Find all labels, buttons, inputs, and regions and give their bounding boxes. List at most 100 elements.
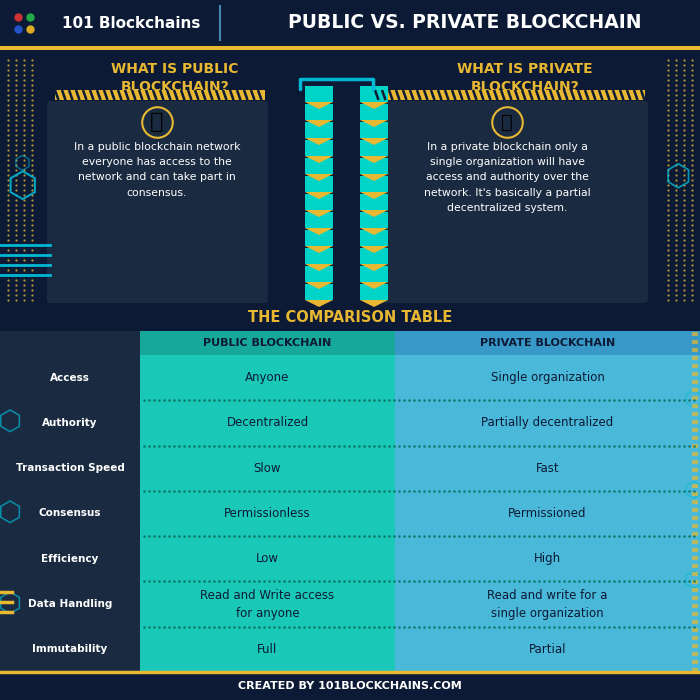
Bar	[55, 90, 265, 100]
Bar	[140, 536, 395, 582]
Bar	[692, 380, 698, 384]
Polygon shape	[360, 300, 388, 307]
Bar	[0, 305, 700, 331]
Bar	[692, 356, 698, 360]
Polygon shape	[360, 264, 388, 271]
Text: Single organization: Single organization	[491, 371, 604, 384]
Text: PRIVATE BLOCKCHAIN: PRIVATE BLOCKCHAIN	[480, 338, 615, 348]
Text: ⬡: ⬡	[683, 481, 700, 501]
Bar	[360, 230, 388, 246]
Text: Data Handling: Data Handling	[28, 599, 112, 609]
Bar	[692, 364, 698, 368]
Bar	[692, 500, 698, 504]
Bar	[692, 628, 698, 632]
Bar	[305, 104, 333, 120]
Bar	[360, 86, 388, 102]
Polygon shape	[305, 228, 333, 235]
Bar	[692, 388, 698, 392]
Bar	[0, 50, 700, 305]
Text: Low: Low	[256, 552, 279, 566]
Text: Transaction Speed: Transaction Speed	[15, 463, 125, 473]
Text: ⬡: ⬡	[0, 500, 22, 528]
Bar	[305, 248, 333, 264]
Bar	[395, 446, 700, 491]
Bar	[305, 140, 333, 156]
Polygon shape	[305, 102, 333, 109]
Bar	[360, 122, 388, 138]
Bar	[692, 372, 698, 376]
Text: Anyone: Anyone	[245, 371, 290, 384]
Bar	[692, 484, 698, 488]
Bar	[692, 588, 698, 592]
Bar	[692, 524, 698, 528]
Bar	[692, 428, 698, 432]
Bar	[692, 516, 698, 520]
Bar	[692, 508, 698, 512]
Text: PUBLIC VS. PRIVATE BLOCKCHAIN: PUBLIC VS. PRIVATE BLOCKCHAIN	[288, 13, 642, 32]
Polygon shape	[360, 120, 388, 127]
Bar	[0, 46, 700, 50]
Polygon shape	[360, 246, 388, 253]
Text: 👥: 👥	[150, 112, 164, 132]
Bar	[360, 194, 388, 210]
Polygon shape	[360, 228, 388, 235]
Text: Immutability: Immutability	[32, 645, 108, 654]
Bar	[692, 404, 698, 408]
Polygon shape	[360, 282, 388, 289]
Bar	[0, 536, 140, 582]
Bar	[0, 626, 140, 672]
Text: Consensus: Consensus	[38, 508, 102, 519]
Bar	[305, 266, 333, 282]
Bar	[375, 90, 645, 100]
Bar	[692, 540, 698, 544]
Polygon shape	[305, 282, 333, 289]
Bar	[140, 446, 395, 491]
Bar	[692, 644, 698, 648]
Bar	[0, 491, 140, 536]
Polygon shape	[360, 156, 388, 163]
Text: Access: Access	[50, 372, 90, 383]
Text: Authority: Authority	[42, 418, 98, 428]
Bar	[395, 491, 700, 536]
Bar	[140, 400, 395, 446]
Bar	[0, 400, 140, 446]
Bar	[0, 672, 700, 700]
Text: Read and write for a
single organization: Read and write for a single organization	[487, 589, 608, 620]
Text: Full: Full	[258, 643, 278, 656]
Polygon shape	[305, 300, 333, 307]
Polygon shape	[305, 156, 333, 163]
Bar	[692, 444, 698, 448]
Bar	[692, 468, 698, 472]
Polygon shape	[360, 210, 388, 217]
Bar	[360, 284, 388, 300]
Bar	[692, 636, 698, 640]
Text: PUBLIC BLOCKCHAIN: PUBLIC BLOCKCHAIN	[204, 338, 332, 348]
Text: WHAT IS PRIVATE
BLOCKCHAIN?: WHAT IS PRIVATE BLOCKCHAIN?	[457, 62, 593, 94]
Bar	[692, 580, 698, 584]
Polygon shape	[305, 192, 333, 199]
Bar	[305, 122, 333, 138]
Bar	[395, 536, 700, 582]
Bar	[395, 331, 700, 355]
Text: Partially decentralized: Partially decentralized	[482, 416, 614, 429]
Bar	[140, 331, 395, 355]
Text: Efficiency: Efficiency	[41, 554, 99, 564]
Text: Decentralized: Decentralized	[226, 416, 309, 429]
Text: ⬡: ⬡	[683, 571, 700, 592]
FancyBboxPatch shape	[47, 101, 268, 303]
Bar	[305, 86, 333, 102]
Bar	[0, 446, 140, 491]
Bar	[692, 340, 698, 344]
Text: Read and Write access
for anyone: Read and Write access for anyone	[200, 589, 335, 620]
Text: ⬡: ⬡	[0, 590, 22, 618]
Text: ⬡: ⬡	[665, 163, 692, 192]
Bar	[305, 230, 333, 246]
Bar	[692, 420, 698, 424]
Bar	[692, 532, 698, 536]
Text: ⬡: ⬡	[683, 391, 700, 410]
Bar	[692, 476, 698, 480]
Bar	[692, 452, 698, 456]
Polygon shape	[360, 192, 388, 199]
Text: THE COMPARISON TABLE: THE COMPARISON TABLE	[248, 311, 452, 326]
Bar	[305, 284, 333, 300]
